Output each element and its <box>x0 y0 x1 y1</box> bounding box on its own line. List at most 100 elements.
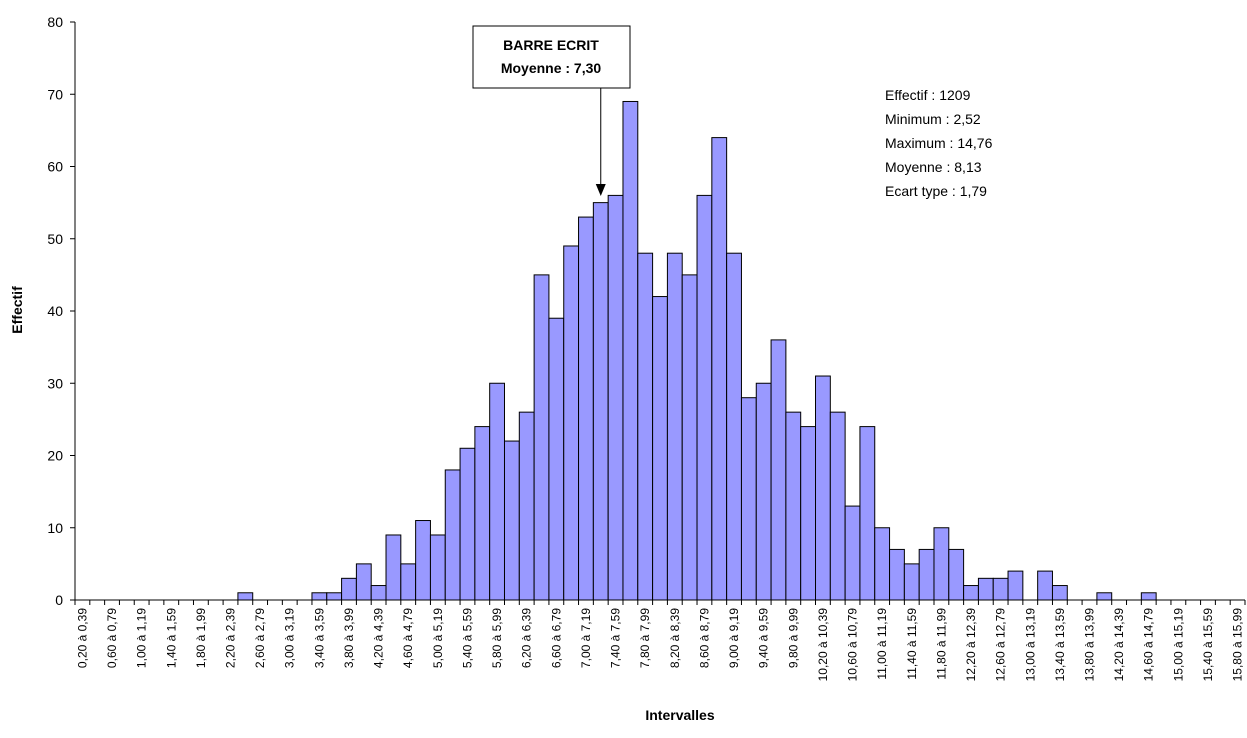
x-tick-label: 5,00 à 5,19 <box>431 608 445 668</box>
bar <box>459 447 476 601</box>
x-tick-label: 15,00 à 15,19 <box>1171 608 1185 682</box>
bar <box>726 252 742 601</box>
callout-text: Moyenne : 7,30 <box>501 60 602 76</box>
stats-text: Maximum : 14,76 <box>885 135 993 151</box>
x-tick-label: 5,40 à 5,59 <box>460 608 474 668</box>
x-tick-label: 1,40 à 1,59 <box>164 608 178 668</box>
bar <box>859 426 876 601</box>
x-tick-label: 10,20 à 10,39 <box>816 608 830 682</box>
bar <box>237 592 254 601</box>
bar <box>1037 570 1053 601</box>
bar <box>829 411 846 601</box>
x-tick-label: 3,40 à 3,59 <box>312 608 326 668</box>
x-tick-label: 9,00 à 9,19 <box>727 608 741 668</box>
y-tick-label: 0 <box>55 592 63 608</box>
bar <box>400 563 417 601</box>
x-axis-label: Intervalles <box>645 707 714 723</box>
bar <box>1140 592 1157 601</box>
callout-box <box>472 25 631 89</box>
bar <box>637 252 654 601</box>
y-tick-label: 10 <box>47 520 63 536</box>
bar <box>311 592 328 601</box>
x-tick-label: 1,00 à 1,19 <box>135 608 149 668</box>
y-tick-label: 70 <box>47 86 63 102</box>
bar <box>711 137 728 601</box>
x-tick-label: 15,40 à 15,59 <box>1201 608 1215 682</box>
x-tick-label: 7,80 à 7,99 <box>638 608 652 668</box>
stats-text: Ecart type : 1,79 <box>885 183 987 199</box>
x-tick-label: 8,60 à 8,79 <box>697 608 711 668</box>
callout-text: BARRE ECRIT <box>503 37 599 53</box>
x-tick-label: 2,60 à 2,79 <box>253 608 267 668</box>
stats-text: Moyenne : 8,13 <box>885 159 982 175</box>
y-tick-label: 20 <box>47 448 63 464</box>
bar <box>785 411 802 601</box>
x-tick-label: 14,60 à 14,79 <box>1142 608 1156 682</box>
stats-text: Minimum : 2,52 <box>885 111 981 127</box>
x-tick-label: 2,20 à 2,39 <box>224 608 238 668</box>
bar <box>592 202 609 601</box>
x-tick-label: 0,60 à 0,79 <box>105 608 119 668</box>
y-tick-label: 80 <box>47 14 63 30</box>
bar <box>933 527 950 601</box>
x-tick-label: 3,80 à 3,99 <box>342 608 356 668</box>
bar <box>918 548 935 601</box>
x-tick-label: 13,40 à 13,59 <box>1053 608 1067 682</box>
bar <box>429 534 446 601</box>
y-tick-label: 60 <box>47 159 63 175</box>
bar <box>1007 570 1024 601</box>
bar <box>1051 585 1068 601</box>
x-tick-label: 13,00 à 13,19 <box>1023 608 1037 682</box>
bar <box>977 577 994 601</box>
bar <box>489 382 505 601</box>
bar <box>341 577 357 601</box>
bar <box>889 548 905 601</box>
x-tick-label: 7,00 à 7,19 <box>579 608 593 668</box>
y-tick-label: 40 <box>47 303 63 319</box>
bar <box>444 469 461 601</box>
bar <box>503 440 520 601</box>
bar <box>903 563 920 601</box>
bar <box>607 194 624 601</box>
bar <box>992 577 1009 601</box>
bar <box>800 426 817 601</box>
x-tick-label: 9,80 à 9,99 <box>786 608 800 668</box>
x-tick-label: 13,80 à 13,99 <box>1082 608 1096 682</box>
x-tick-label: 7,40 à 7,59 <box>609 608 623 668</box>
x-tick-label: 14,20 à 14,39 <box>1112 608 1126 682</box>
bar <box>740 397 757 601</box>
bar <box>474 426 491 601</box>
bar <box>518 411 535 601</box>
bar <box>415 520 431 601</box>
y-tick-label: 50 <box>47 231 63 247</box>
x-tick-label: 12,20 à 12,39 <box>964 608 978 682</box>
bar <box>1096 592 1113 601</box>
bar <box>370 585 387 601</box>
x-tick-label: 9,40 à 9,59 <box>757 608 771 668</box>
bar <box>948 548 965 601</box>
x-tick-label: 0,20 à 0,39 <box>75 608 89 668</box>
callout-arrowhead <box>595 184 606 196</box>
bar <box>326 592 343 601</box>
x-tick-label: 3,00 à 3,19 <box>283 608 297 668</box>
x-tick-label: 5,80 à 5,99 <box>490 608 504 668</box>
x-tick-label: 6,20 à 6,39 <box>520 608 534 668</box>
x-tick-label: 10,60 à 10,79 <box>846 608 860 682</box>
bar <box>622 100 639 601</box>
bar <box>385 534 402 601</box>
bar <box>755 382 772 601</box>
x-tick-label: 8,20 à 8,39 <box>668 608 682 668</box>
bar <box>666 252 683 601</box>
stats-text: Effectif : 1209 <box>885 87 971 103</box>
x-tick-label: 4,60 à 4,79 <box>401 608 415 668</box>
bar <box>578 216 594 601</box>
bar <box>563 245 580 601</box>
bar <box>874 527 891 601</box>
bar <box>355 563 372 601</box>
y-axis-label: Effectif <box>9 286 25 334</box>
y-tick-label: 30 <box>47 375 63 391</box>
x-tick-label: 11,80 à 11,99 <box>934 608 948 680</box>
bar <box>770 339 787 601</box>
x-tick-label: 1,80 à 1,99 <box>194 608 208 668</box>
x-tick-label: 11,00 à 11,19 <box>875 608 889 680</box>
